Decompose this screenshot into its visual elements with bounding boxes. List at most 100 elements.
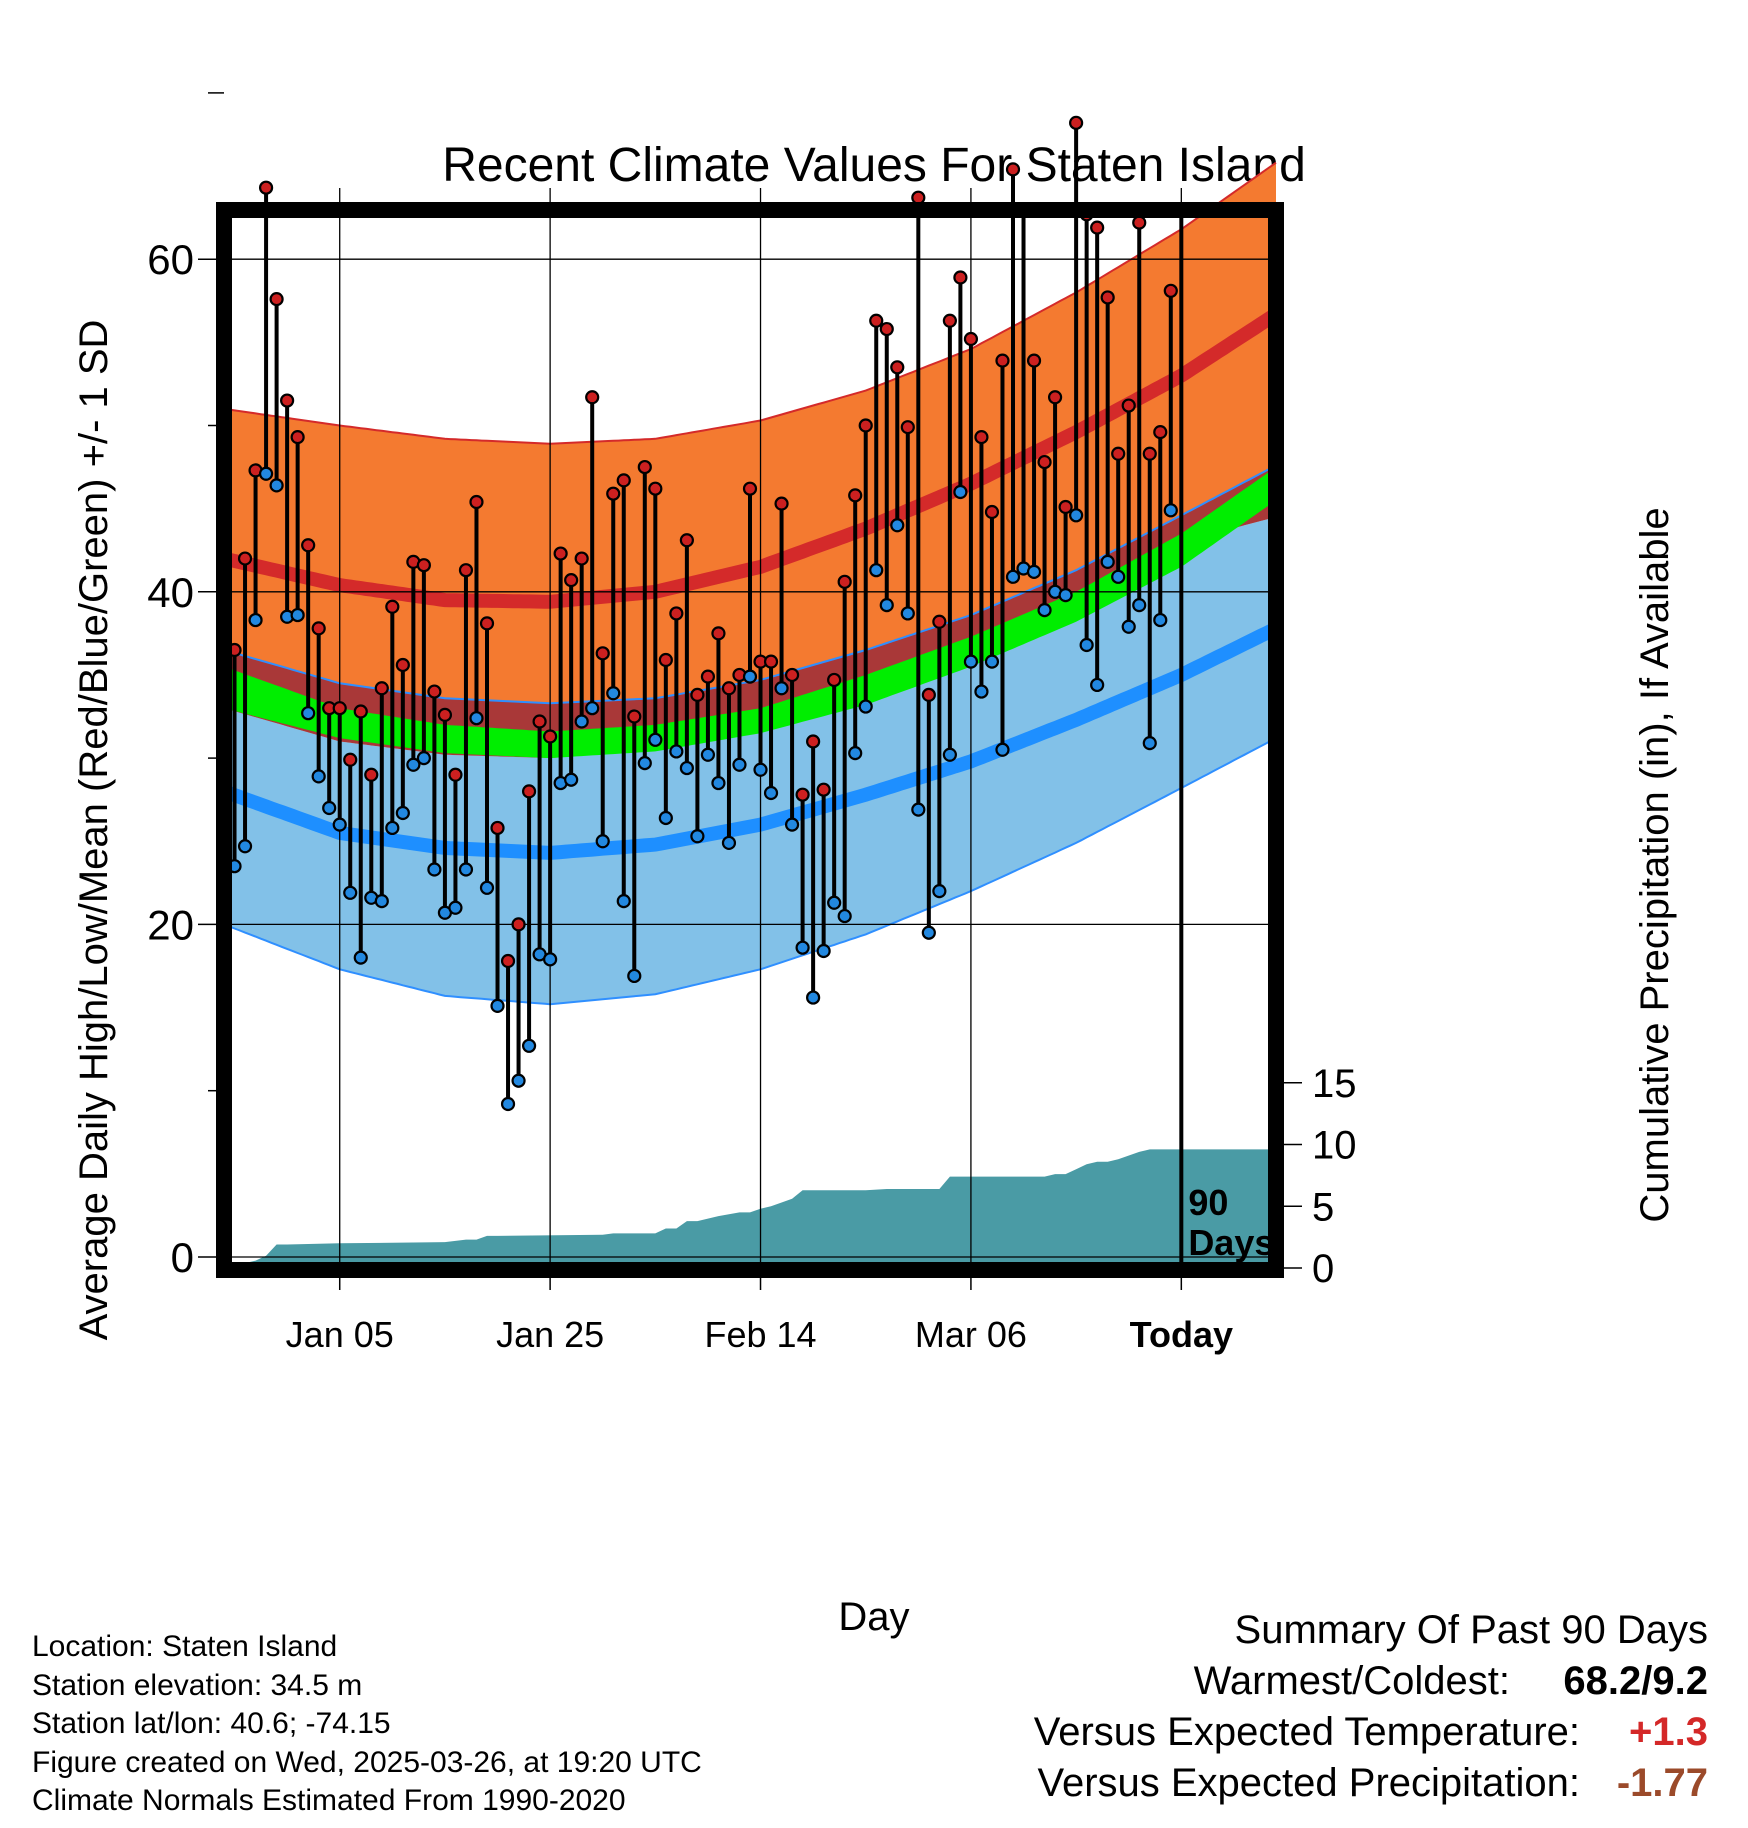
station-latlon: Station lat/lon: 40.6; -74.15 [32, 1707, 391, 1740]
daily-high-point [995, 353, 1010, 368]
y-tick-label-60: 60 [147, 236, 194, 283]
daily-low-point [606, 686, 621, 701]
daily-high-point [669, 606, 684, 621]
station-elevation: Station elevation: 34.5 m [32, 1668, 363, 1702]
daily-high-point [237, 551, 253, 566]
x-tick-label: Jan 25 [496, 1314, 604, 1355]
daily-high-point [742, 481, 758, 496]
versus-precipitation-label: Versus Expected Precipitation: [1037, 1761, 1580, 1805]
y2-tick-label-0: 0 [1312, 1247, 1334, 1291]
daily-high-point [595, 646, 610, 661]
daily-high-point [1037, 454, 1052, 470]
daily-high-point [1100, 290, 1115, 305]
daily-low-point [1005, 569, 1021, 584]
daily-high-point [1058, 499, 1073, 515]
x-tick-label: Jan 05 [286, 1314, 394, 1355]
daily-low-point [416, 750, 431, 766]
daily-high-point [469, 494, 484, 510]
daily-high-point [837, 574, 852, 589]
chart-title: Recent Climate Values For Staten Island [442, 139, 1306, 192]
daily-low-point [1079, 637, 1094, 653]
daily-low-point [679, 760, 694, 776]
daily-high-point [258, 180, 274, 195]
daily-low-point [332, 817, 347, 832]
daily-high-point [942, 313, 957, 328]
daily-high-point [290, 430, 305, 445]
daily-low-point [890, 518, 905, 533]
daily-high-point [953, 270, 968, 285]
daily-low-point [1153, 612, 1168, 628]
daily-high-point [585, 390, 600, 405]
daily-high-point [532, 714, 547, 729]
daily-low-point [574, 714, 589, 729]
summary-title-row: Summary Of Past 90 Days [808, 1608, 1708, 1659]
daily-high-point [479, 616, 495, 631]
daily-low-point [669, 744, 684, 759]
daily-low-point [879, 598, 894, 613]
daily-high-point [774, 496, 789, 511]
daily-high-point [984, 504, 1000, 520]
daily-low-point [963, 654, 979, 669]
daily-low-point [1037, 602, 1052, 618]
summary-title: Summary Of Past 90 Days [1234, 1608, 1708, 1652]
daily-high-point [974, 430, 989, 445]
daily-low-point [1026, 564, 1042, 579]
daily-low-point [521, 1038, 537, 1053]
daily-high-point [679, 533, 694, 548]
daily-high-point [553, 546, 568, 561]
daily-high-point [1026, 353, 1042, 368]
station-info: Location: Staten Island Station elevatio… [32, 1628, 702, 1821]
daily-low-point [848, 746, 863, 761]
daily-high-point [700, 669, 716, 684]
daily-low-point [711, 775, 726, 791]
daily-low-point [374, 894, 389, 909]
daily-high-point [890, 360, 905, 375]
daily-high-point [353, 704, 368, 719]
summary-panel: Summary Of Past 90 Days Warmest/Coldest:… [808, 1608, 1708, 1812]
daily-low-point [269, 478, 284, 493]
summary-warmest-row: Warmest/Coldest: 68.2/9.2 [808, 1659, 1708, 1710]
today-marker-label-days-count: 90 [1188, 1182, 1228, 1223]
daily-low-point [942, 747, 957, 762]
daily-low-point [648, 732, 663, 747]
precipitation-area [224, 1149, 1276, 1268]
today-marker-label-days: Days [1188, 1222, 1274, 1263]
station-location: Location: Staten Island [32, 1630, 338, 1663]
summary-temp-row: Versus Expected Temperature: +1.3 [808, 1710, 1708, 1761]
low-lower-edge [223, 737, 1277, 1006]
y-tick-label-20: 20 [147, 901, 194, 948]
daily-high-point [490, 820, 505, 836]
x-tick-label: Today [1130, 1314, 1233, 1355]
daily-low-point [658, 810, 673, 826]
daily-high-point [637, 459, 652, 475]
daily-high-point [1111, 446, 1126, 461]
daily-high-point [627, 709, 642, 724]
daily-high-point [1047, 390, 1063, 405]
daily-high-point [911, 190, 926, 205]
y-tick-label-40: 40 [147, 569, 194, 616]
daily-low-point [1132, 598, 1147, 613]
daily-low-point [500, 1096, 516, 1112]
x-tick-label: Feb 14 [704, 1314, 816, 1355]
daily-high-point [385, 599, 400, 614]
daily-high-point [963, 331, 979, 347]
daily-high-point [374, 681, 389, 696]
daily-high-point [879, 321, 894, 337]
daily-low-point [795, 940, 810, 955]
daily-low-point [932, 884, 947, 899]
daily-low-point [974, 684, 989, 699]
y2-tick-label-10: 10 [1312, 1124, 1357, 1168]
daily-high-point [711, 626, 726, 641]
daily-high-point [448, 767, 463, 782]
daily-low-point [385, 820, 400, 836]
daily-low-point [858, 699, 873, 714]
daily-low-point [732, 757, 747, 772]
daily-high-point [616, 473, 631, 488]
daily-low-point [911, 802, 926, 817]
daily-low-point [427, 862, 442, 877]
daily-low-point [406, 757, 421, 772]
daily-low-point [311, 769, 326, 784]
daily-high-point [900, 420, 915, 435]
daily-low-point [837, 908, 852, 924]
daily-high-point [332, 701, 347, 716]
